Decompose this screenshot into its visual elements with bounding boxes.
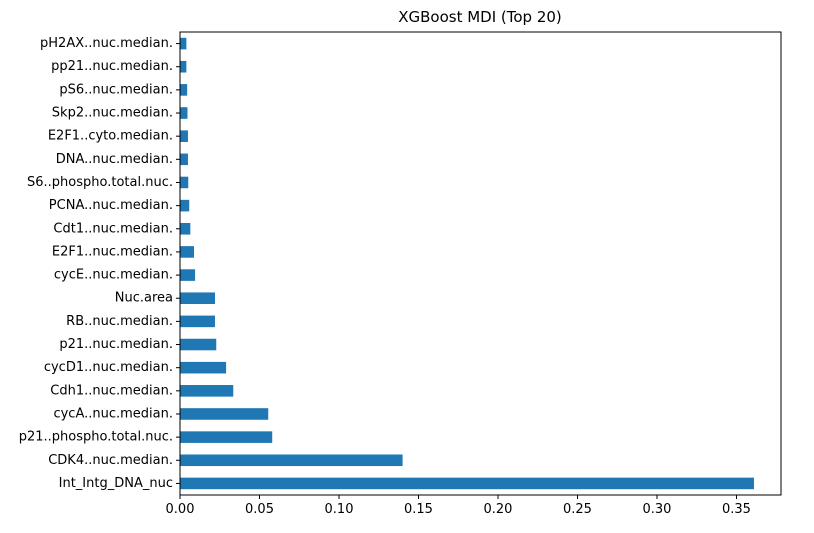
bar-1 [180,60,187,73]
x-tick-label-4: 0.20 [484,502,513,517]
bar-8 [180,222,191,235]
bar-5 [180,153,188,166]
x-tick-label-3: 0.15 [404,502,433,517]
bars-layer [180,37,754,490]
bar-11 [180,292,215,305]
bar-18 [180,454,403,467]
bar-10 [180,269,196,281]
x-axis: 0.00 0.05 0.10 0.15 0.20 0.25 0.30 0.35 [166,495,751,517]
y-tick-label-8: Cdt1..nuc.median. [53,221,173,236]
y-tick-label-19: Int_Intg_DNA_nuc [59,476,173,491]
y-tick-label-4: E2F1..cyto.median. [48,129,173,144]
x-tick-label-0: 0.00 [166,502,195,517]
x-tick-label-1: 0.05 [245,502,274,517]
y-tick-label-0: pH2AX..nuc.median. [40,36,173,51]
y-tick-label-5: DNA..nuc.median. [56,152,173,167]
bar-15 [180,385,234,397]
y-tick-label-10: cycE..nuc.median. [54,268,173,283]
bar-4 [180,130,188,142]
y-tick-label-2: pS6..nuc.median. [59,82,173,97]
x-tick-label-5: 0.25 [563,502,592,517]
y-tick-label-15: Cdh1..nuc.median. [50,383,173,398]
bar-9 [180,246,194,258]
y-tick-label-16: cycA..nuc.median. [53,406,173,421]
y-tick-label-3: Skp2..nuc.median. [52,106,173,121]
x-tick-label-7: 0.35 [722,502,751,517]
plot-frame [179,31,782,496]
x-tick-label-6: 0.30 [643,502,672,517]
y-tick-label-9: E2F1..nuc.median. [52,244,173,259]
bar-6 [180,176,189,189]
y-tick-label-11: Nuc.area [115,291,173,306]
bar-12 [180,315,215,328]
bar-16 [180,408,269,420]
bar-2 [180,84,188,96]
bar-13 [180,338,217,351]
x-tick-label-2: 0.10 [325,502,354,517]
bar-3 [180,107,188,119]
y-tick-label-7: PCNA..nuc.median. [49,198,173,213]
y-tick-label-1: pp21..nuc.median. [51,59,173,74]
y-axis: pH2AX..nuc.median. pp21..nuc.median. pS6..… [19,36,180,491]
y-tick-label-18: CDK4..nuc.median. [48,453,173,468]
y-tick-label-13: p21..nuc.median. [59,337,173,352]
y-tick-label-12: RB..nuc.median. [66,314,173,329]
chart-title: XGBoost MDI (Top 20) [398,8,562,26]
bar-0 [180,37,187,50]
y-tick-label-14: cycD1..nuc.median. [44,360,173,375]
y-tick-label-6: S6..phospho.total.nuc. [27,175,173,190]
y-tick-label-17: p21..phospho.total.nuc. [19,430,173,445]
bar-14 [180,361,227,374]
bar-7 [180,199,190,212]
bar-19 [180,477,754,490]
bar-17 [180,431,273,443]
